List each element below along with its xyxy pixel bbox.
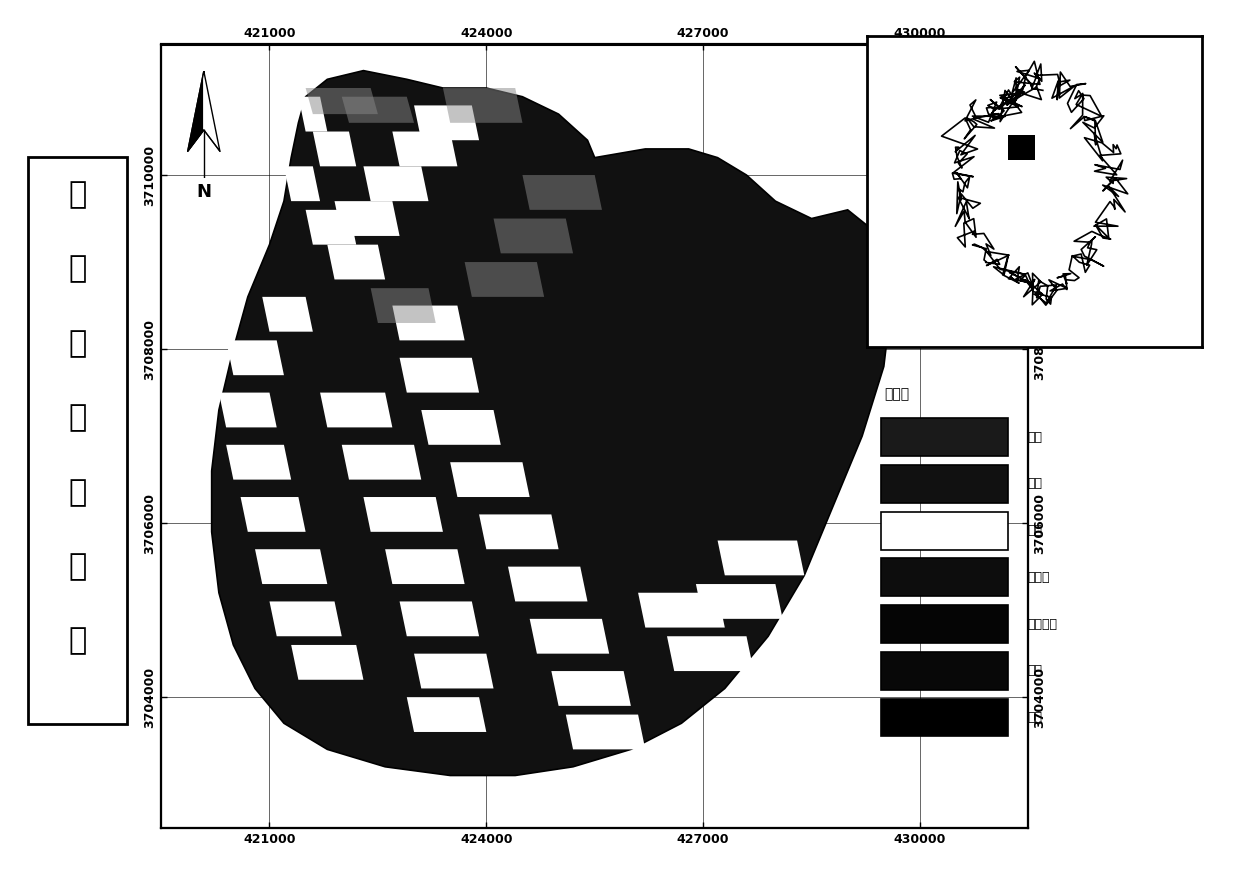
Polygon shape: [414, 105, 479, 141]
Polygon shape: [263, 297, 312, 332]
Polygon shape: [385, 549, 465, 584]
Polygon shape: [667, 636, 753, 671]
Polygon shape: [479, 514, 559, 549]
Polygon shape: [188, 71, 203, 151]
Bar: [881, 559, 1007, 596]
Text: 林地: 林地: [1028, 711, 1043, 724]
Polygon shape: [306, 210, 356, 245]
Text: 区: 区: [68, 329, 87, 358]
Text: 水体: 水体: [1028, 431, 1043, 444]
Polygon shape: [523, 175, 602, 210]
Polygon shape: [327, 245, 385, 279]
Polygon shape: [219, 392, 276, 427]
Polygon shape: [225, 445, 291, 480]
Bar: [881, 651, 1007, 690]
FancyBboxPatch shape: [28, 157, 126, 724]
Polygon shape: [406, 697, 486, 732]
Text: 地: 地: [68, 478, 87, 506]
Polygon shape: [342, 445, 421, 480]
Bar: [881, 512, 1007, 549]
Polygon shape: [421, 410, 501, 445]
Text: 土: 土: [68, 403, 87, 433]
Text: 草地: 草地: [1028, 664, 1043, 677]
Polygon shape: [414, 653, 493, 689]
Polygon shape: [529, 619, 610, 653]
Bar: [881, 699, 1007, 737]
Polygon shape: [442, 88, 523, 123]
Polygon shape: [203, 71, 221, 151]
Polygon shape: [320, 392, 393, 427]
Polygon shape: [291, 645, 363, 680]
Polygon shape: [508, 567, 587, 602]
Polygon shape: [299, 97, 327, 132]
Polygon shape: [551, 671, 631, 706]
Polygon shape: [493, 219, 572, 254]
Polygon shape: [312, 132, 356, 166]
Polygon shape: [393, 305, 465, 340]
Text: 用: 用: [68, 627, 87, 656]
Polygon shape: [363, 497, 442, 532]
Polygon shape: [399, 602, 479, 636]
Text: 究: 究: [68, 255, 87, 284]
Text: 交通: 交通: [1028, 477, 1043, 490]
Polygon shape: [393, 132, 457, 166]
Text: 研: 研: [68, 181, 87, 209]
Text: 工业用地: 工业用地: [1028, 618, 1058, 631]
Polygon shape: [240, 497, 306, 532]
Text: 居民地: 居民地: [1028, 570, 1051, 584]
Polygon shape: [696, 584, 783, 619]
Text: N: N: [196, 183, 212, 201]
Text: 土地类: 土地类: [883, 387, 909, 401]
Polygon shape: [335, 201, 399, 236]
Polygon shape: [255, 549, 327, 584]
Polygon shape: [284, 166, 320, 201]
Bar: [881, 465, 1007, 503]
Polygon shape: [342, 97, 414, 123]
Polygon shape: [1007, 135, 1035, 160]
Polygon shape: [717, 540, 804, 575]
Polygon shape: [269, 602, 342, 636]
Polygon shape: [363, 166, 429, 201]
Polygon shape: [225, 340, 284, 376]
Bar: [881, 418, 1007, 456]
Polygon shape: [566, 715, 646, 749]
Polygon shape: [399, 358, 479, 392]
Text: 利: 利: [68, 552, 87, 581]
Text: 裸地: 裸地: [1028, 524, 1043, 538]
Polygon shape: [465, 262, 544, 297]
Bar: [881, 605, 1007, 643]
Polygon shape: [212, 70, 891, 775]
Polygon shape: [450, 462, 529, 497]
Polygon shape: [370, 288, 436, 323]
Polygon shape: [306, 88, 378, 114]
Polygon shape: [638, 593, 725, 627]
